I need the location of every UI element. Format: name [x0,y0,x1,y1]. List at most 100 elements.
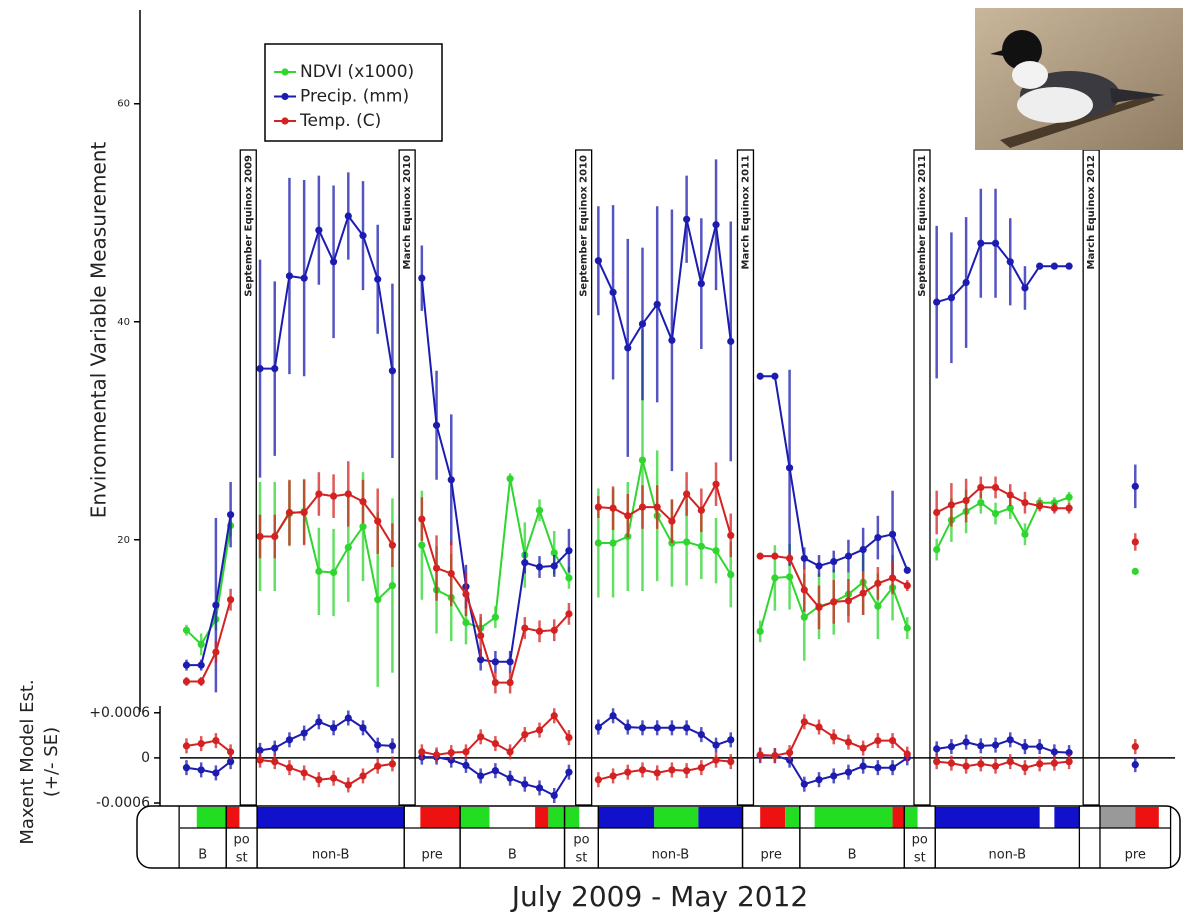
data-point [903,624,911,632]
data-point [1050,504,1058,512]
data-point [844,768,853,776]
data-point [477,772,485,780]
y-tick-label: -0.0006 [96,795,150,811]
data-point [977,742,985,750]
data-point [1006,504,1014,512]
data-point [771,574,779,582]
data-point [815,562,823,570]
data-point [712,480,720,488]
data-point [594,723,602,731]
data-point [344,543,352,551]
y-tick-label: +0.0006 [89,705,150,721]
data-point [432,564,441,572]
data-point [256,756,264,764]
equinox-label: March Equinox 2012 [1086,155,1097,269]
data-point [1065,504,1073,512]
data-point [256,365,264,373]
data-point [991,762,1000,770]
data-point [712,741,720,749]
data-point [859,744,867,752]
timeline-block [1054,807,1080,828]
data-point [374,762,382,770]
data-point [756,751,764,759]
data-point [197,640,205,649]
data-point [638,724,647,732]
data-point [697,506,705,514]
data-point [212,736,220,745]
phase-label: non-B [652,848,690,863]
data-point [697,764,705,772]
data-point [785,749,794,757]
data-point [344,490,352,498]
legend-swatch [281,117,289,125]
data-point [491,613,499,621]
data-point [565,733,573,742]
data-point [359,523,367,531]
data-point [491,767,499,775]
data-point [506,774,514,782]
data-point [521,730,529,739]
equinox-label: March Equinox 2011 [740,155,751,269]
data-point [212,769,220,777]
data-point [535,563,544,571]
data-point [1131,482,1139,490]
data-point [462,619,470,627]
data-point [271,532,279,541]
data-point [933,745,941,753]
data-point [477,656,485,664]
data-point [594,503,602,511]
data-point [594,539,602,547]
data-point [300,508,308,517]
timeline-box [136,805,1181,869]
data-point [638,456,647,464]
data-point [712,756,720,764]
data-point [565,547,573,555]
data-point [683,215,691,223]
data-point [447,569,455,578]
data-point [668,336,676,344]
timeline-block [196,807,227,828]
data-point [697,730,705,739]
data-point [447,749,455,757]
data-point [668,766,676,774]
timeline-block [814,807,893,828]
data-point [271,744,279,752]
data-point [683,767,691,775]
phase-label: B [848,848,857,863]
data-point [182,742,191,750]
data-point [785,573,794,581]
data-point [653,503,661,511]
data-point [491,678,499,687]
data-point [212,648,220,656]
data-point [374,517,382,525]
data-point [962,496,970,505]
data-point [903,566,911,574]
data-point [727,758,735,766]
data-point [933,508,941,517]
legend-label: Temp. (C) [299,111,381,131]
data-point [933,298,941,306]
data-point [1131,743,1139,751]
data-point [329,724,338,732]
timeline-block [460,807,490,828]
x-axis-title: July 2009 - May 2012 [510,880,808,913]
y2-axis-title: Maxent Model Est. [17,679,38,844]
data-point [197,766,205,774]
data-point [947,501,956,509]
data-point [315,776,323,784]
phase-label: po [573,833,589,848]
data-point [197,740,205,748]
data-point [182,677,191,686]
equinox-label: September Equinox 2009 [243,155,254,297]
equinox-marker [736,149,755,806]
data-point [1036,743,1044,751]
equinox-marker [239,149,257,806]
data-point [315,490,323,498]
data-point [609,772,617,780]
data-point [609,288,617,296]
legend: NDVI (x1000) Precip. (mm) Temp. (C) [264,43,443,142]
data-point [991,483,1000,492]
data-point [947,743,956,751]
data-point [594,776,602,784]
